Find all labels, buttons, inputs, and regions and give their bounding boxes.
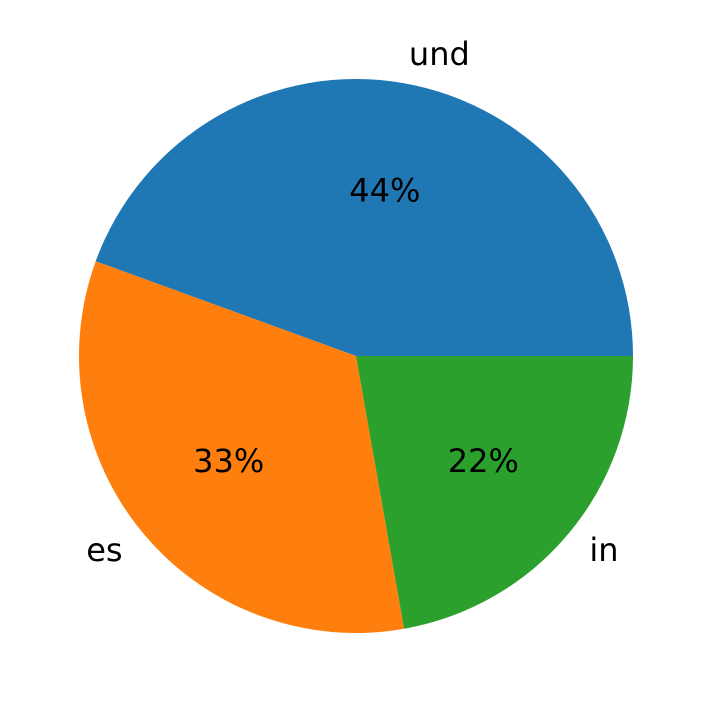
slice-label: in [589, 531, 618, 569]
value-label: 44% [349, 171, 420, 209]
pie-slice [79, 261, 405, 633]
value-label: 33% [193, 442, 264, 480]
value-label: 22% [448, 442, 519, 480]
slice-label: es [86, 531, 122, 569]
pie-slice [95, 78, 634, 357]
pie-slice [356, 356, 633, 629]
slice-label: und [409, 35, 470, 73]
